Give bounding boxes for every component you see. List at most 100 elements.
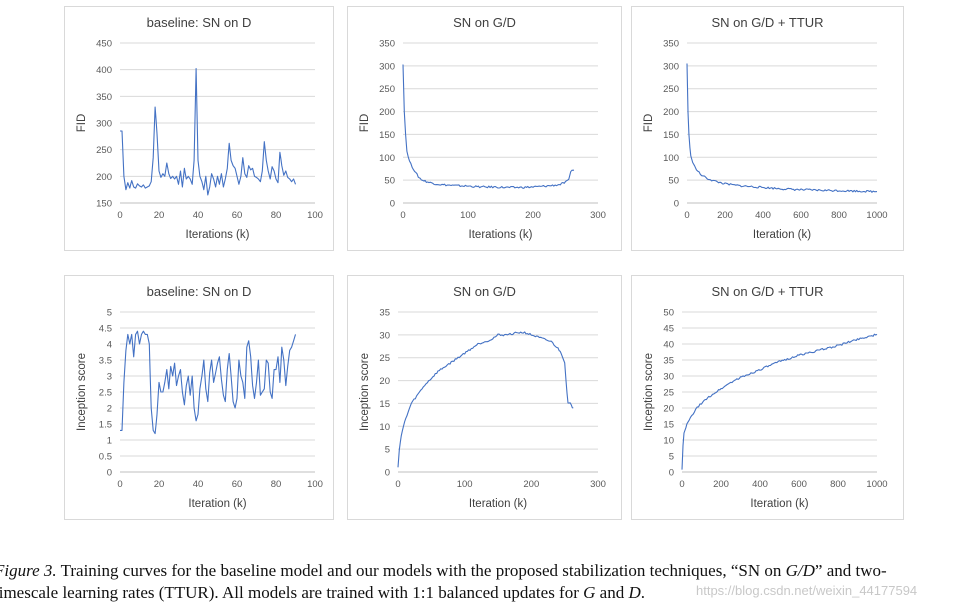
y-tick-label: 45 <box>663 324 674 335</box>
x-tick-label: 1000 <box>866 479 887 490</box>
y-tick-label: 50 <box>663 308 674 319</box>
y-tick-label: 100 <box>663 153 679 164</box>
y-tick-label: 450 <box>96 39 112 50</box>
x-axis-label: Iteration (k) <box>188 498 246 510</box>
y-tick-label: 10 <box>663 436 674 447</box>
y-tick-label: 40 <box>663 340 674 351</box>
caption-label: Figure 3. <box>0 561 57 580</box>
y-tick-label: 0 <box>385 468 390 479</box>
x-tick-label: 100 <box>457 479 473 490</box>
figure-caption: Figure 3. Training curves for the baseli… <box>0 560 976 604</box>
chart-ttur-fid: 0 50 100 150 200 250 300 350 0 200 400 600 800 1000 SN… <box>643 15 888 241</box>
x-tick-label: 300 <box>590 479 606 490</box>
y-axis-label: FID <box>359 114 371 133</box>
x-axis-label: Iterations (k) <box>186 229 250 241</box>
series-line <box>120 330 297 435</box>
x-tick-label: 0 <box>117 210 122 221</box>
x-tick-label: 40 <box>193 479 204 490</box>
caption-line-2: timescale learning rates (TTUR). All mod… <box>0 582 976 604</box>
y-tick-label: 50 <box>668 176 679 187</box>
y-tick-label: 100 <box>379 153 395 164</box>
x-tick-label: 0 <box>117 479 122 490</box>
chart-sn-gd-fid: 0 50 100 150 200 250 300 350 0 100 200 300 SN on G/D… <box>359 15 606 241</box>
chart-baseline-is: 0 0.5 1 1.5 2 2.5 3 3.5 4 4.5 5 0 20 40 60 80 100 baselin… <box>76 284 323 510</box>
x-tick-label: 80 <box>271 479 282 490</box>
caption-line-1: Figure 3. Training curves for the baseli… <box>0 560 976 582</box>
y-tick-label: 200 <box>96 172 112 183</box>
chart-panel-ttur-fid: 0 50 100 150 200 250 300 350 0 200 400 600 800 1000 SN… <box>631 6 904 251</box>
x-tick-label: 0 <box>684 210 689 221</box>
chart-panel-ttur-is: 0 5 10 15 20 25 30 35 40 45 50 0 200 400 600 800 1000 SN … <box>631 275 904 520</box>
y-tick-label: 150 <box>379 130 395 141</box>
y-tick-label: 0 <box>669 468 674 479</box>
y-tick-label: 15 <box>663 420 674 431</box>
y-tick-label: 200 <box>379 107 395 118</box>
y-tick-label: 0 <box>107 468 112 479</box>
caption-end: . <box>640 583 645 602</box>
caption-d: D <box>628 583 641 602</box>
caption-gd: G/D <box>785 561 815 580</box>
x-tick-label: 800 <box>831 210 847 221</box>
y-tick-label: 350 <box>663 39 679 50</box>
y-tick-label: 0 <box>674 199 679 210</box>
y-tick-label: 250 <box>96 145 112 156</box>
chart-title: SN on G/D <box>453 15 516 30</box>
y-tick-label: 250 <box>663 84 679 95</box>
y-tick-label: 2 <box>107 404 112 415</box>
x-tick-label: 1000 <box>866 210 887 221</box>
chart-sn-gd-is: 0 5 10 15 20 25 30 35 0 100 200 300 SN on G/D Iterati… <box>359 284 606 510</box>
y-tick-label: 5 <box>107 308 112 319</box>
caption-line2-a: timescale learning rates (TTUR). All mod… <box>0 583 584 602</box>
x-tick-label: 400 <box>755 210 771 221</box>
y-axis-label: Inception score <box>76 353 88 431</box>
y-axis-label: Inception score <box>643 353 655 431</box>
series-line <box>397 331 574 468</box>
y-tick-label: 2.5 <box>99 388 112 399</box>
y-tick-label: 400 <box>96 65 112 76</box>
x-tick-label: 200 <box>713 479 729 490</box>
series-line <box>402 64 575 189</box>
x-tick-label: 800 <box>830 479 846 490</box>
caption-text-2: ” and two- <box>814 561 887 580</box>
y-tick-label: 25 <box>379 353 390 364</box>
y-axis-label: FID <box>76 114 88 133</box>
y-tick-label: 350 <box>96 92 112 103</box>
y-tick-label: 35 <box>379 308 390 319</box>
x-tick-label: 100 <box>307 210 323 221</box>
chart-baseline-fid: 150 200 250 300 350 400 450 0 20 40 60 80 100 baselin… <box>76 15 323 241</box>
x-tick-label: 40 <box>193 210 204 221</box>
x-tick-label: 600 <box>793 210 809 221</box>
y-tick-label: 4.5 <box>99 324 112 335</box>
x-tick-label: 80 <box>271 210 282 221</box>
series-line <box>120 68 297 196</box>
y-tick-label: 200 <box>663 107 679 118</box>
y-tick-label: 35 <box>663 356 674 367</box>
y-tick-label: 20 <box>663 404 674 415</box>
y-tick-label: 250 <box>379 84 395 95</box>
y-tick-label: 50 <box>384 176 395 187</box>
y-tick-label: 350 <box>379 39 395 50</box>
x-tick-label: 0 <box>400 210 405 221</box>
x-tick-label: 60 <box>232 479 243 490</box>
x-axis-label: Iteration (k) <box>753 229 811 241</box>
chart-title: SN on G/D + TTUR <box>711 15 823 30</box>
chart-panel-sn-gd-fid: 0 50 100 150 200 250 300 350 0 100 200 300 SN on G/D… <box>347 6 622 251</box>
x-axis-label: Iteration (k) <box>750 498 808 510</box>
x-axis-label: Iterations (k) <box>469 229 533 241</box>
y-tick-label: 300 <box>96 119 112 130</box>
caption-and: and <box>595 583 629 602</box>
y-tick-label: 5 <box>669 452 674 463</box>
chart-panel-sn-gd-is: 0 5 10 15 20 25 30 35 0 100 200 300 SN on G/D Iterati… <box>347 275 622 520</box>
x-axis-label: Iteration (k) <box>469 498 527 510</box>
chart-title: baseline: SN on D <box>147 15 252 30</box>
y-tick-label: 150 <box>96 199 112 210</box>
chart-ttur-is: 0 5 10 15 20 25 30 35 40 45 50 0 200 400 600 800 1000 SN … <box>643 284 888 510</box>
y-tick-label: 3 <box>107 372 112 383</box>
y-tick-label: 1 <box>107 436 112 447</box>
x-tick-label: 300 <box>590 210 606 221</box>
chart-panel-baseline-fid: 150 200 250 300 350 400 450 0 20 40 60 80 100 baselin… <box>64 6 334 251</box>
y-tick-label: 30 <box>663 372 674 383</box>
x-tick-label: 200 <box>523 479 539 490</box>
x-tick-label: 200 <box>717 210 733 221</box>
y-tick-label: 15 <box>379 399 390 410</box>
